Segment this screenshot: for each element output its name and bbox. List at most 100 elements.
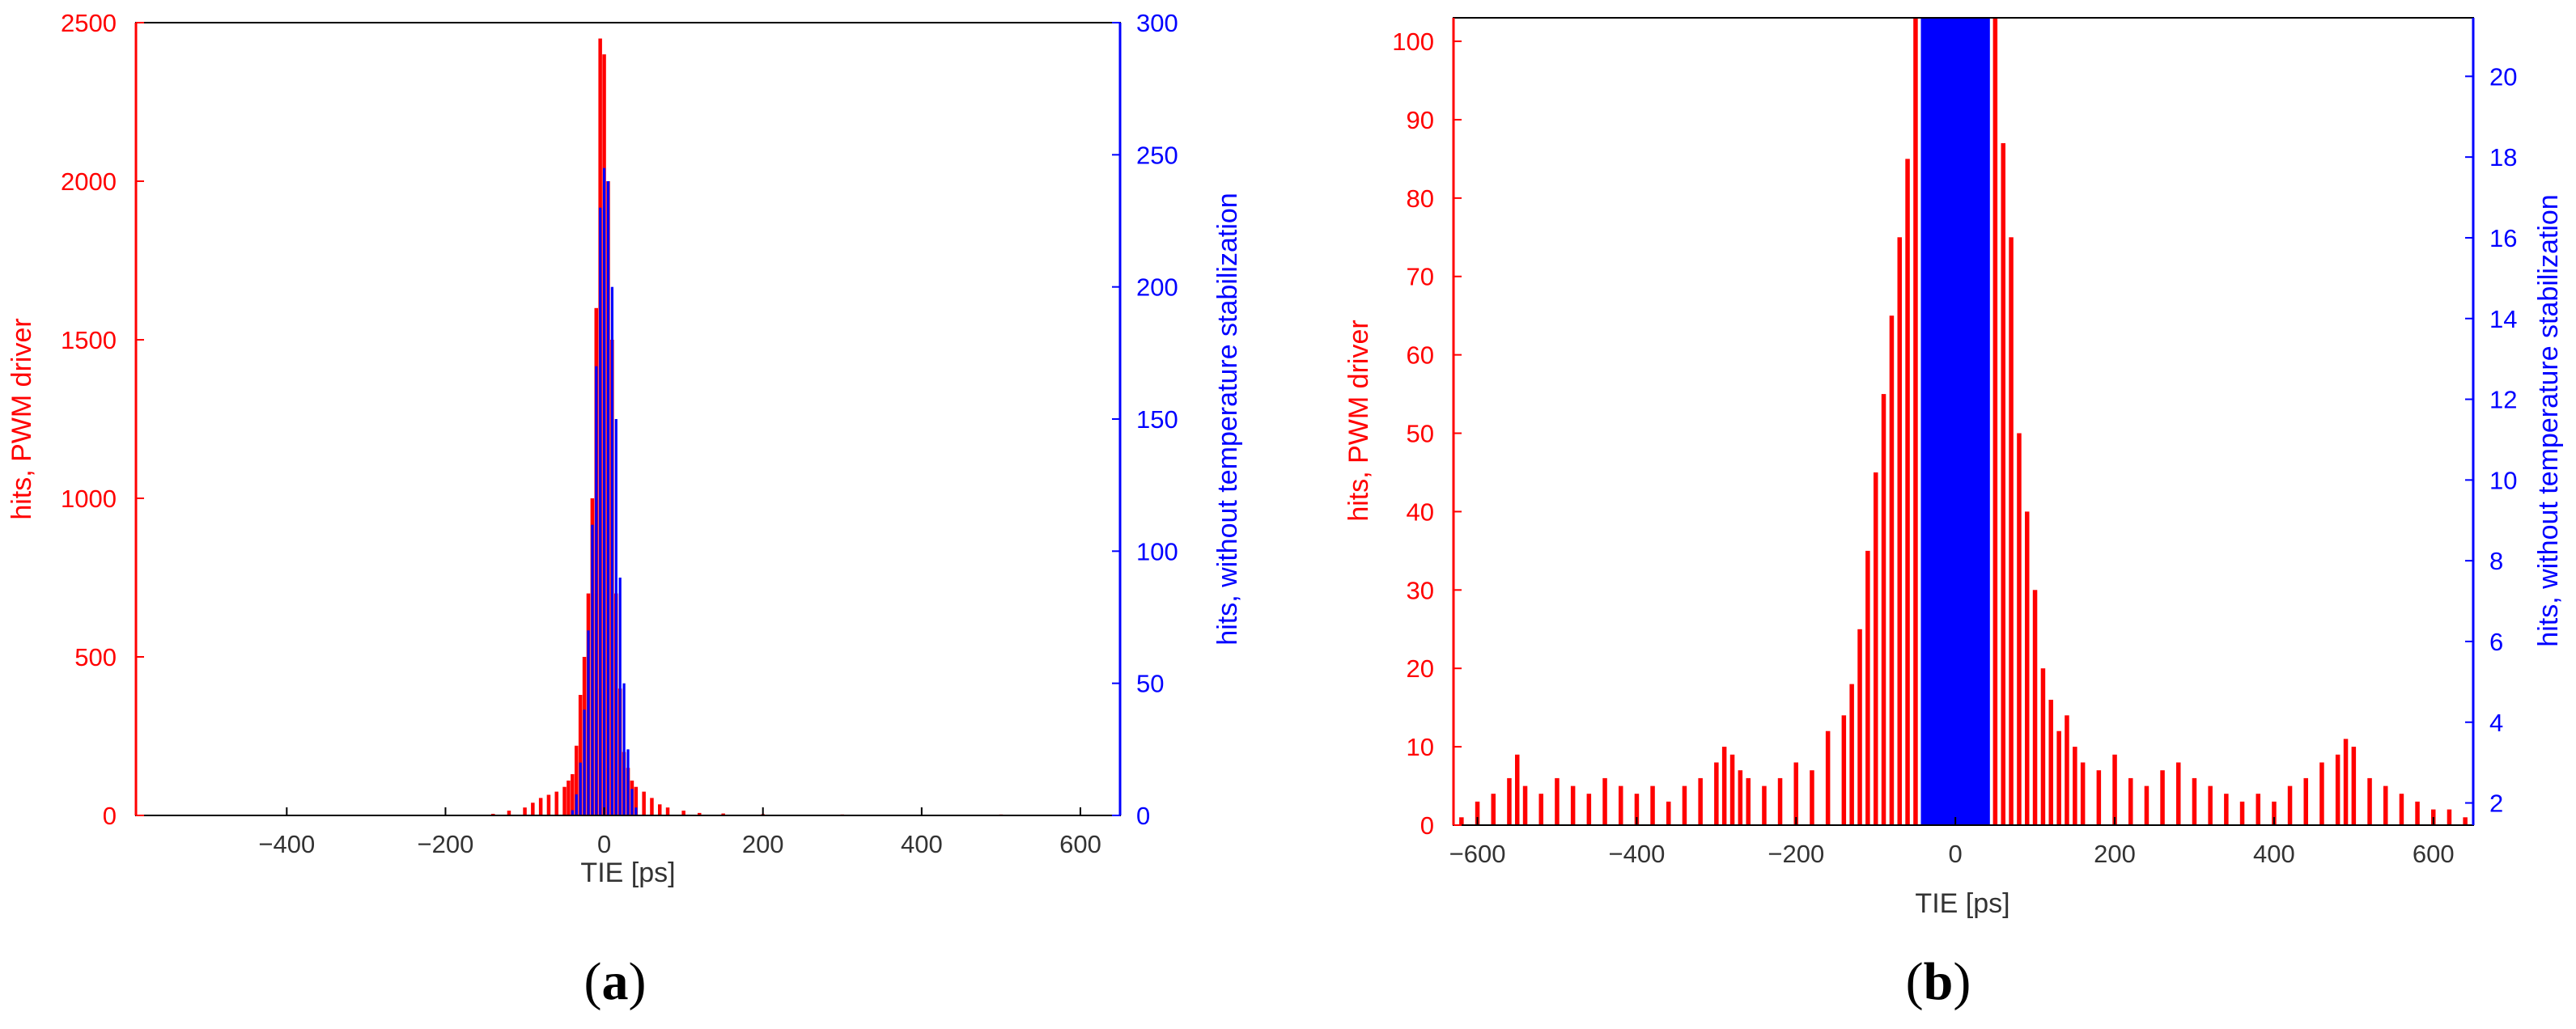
bar-pwm-driver [2287,786,2293,825]
bar-no-temp-stabilization [1941,18,1946,825]
panel-a-x-axis-title: TIE [ps] [580,858,675,888]
bar-no-temp-stabilization [622,683,626,815]
bar-pwm-driver [2128,777,2133,825]
left-y-tick-label: 80 [1407,184,1434,213]
bar-pwm-driver [2040,668,2046,825]
bar-pwm-driver [1889,315,1895,825]
bar-pwm-driver [2017,433,2022,825]
left-y-tick-label: 60 [1407,341,1434,370]
panel-a-x-ticks: −400 −200 0 200 400 600 [258,807,1101,858]
bar-pwm-driver [642,791,646,815]
x-tick-label: 600 [2413,840,2455,868]
bar-no-temp-stabilization [583,709,586,815]
bar-no-temp-stabilization [1968,18,1975,825]
panel-b-x-ticks: −600 −400 −200 0 200 400 600 [1449,817,2455,868]
bar-pwm-driver [578,695,583,815]
bar-pwm-driver [2447,809,2452,825]
x-tick-label: −400 [1608,840,1665,868]
bar-pwm-driver [1586,794,1592,825]
right-y-tick-label: 50 [1136,670,1164,698]
bar-pwm-driver [2399,794,2404,825]
left-y-tick-label: 0 [103,802,117,830]
bar-no-temp-stabilization [571,810,574,815]
left-y-tick-label: 30 [1407,576,1434,604]
bar-pwm-driver [523,807,527,815]
bar-pwm-driver [2335,754,2340,825]
x-tick-label: 200 [2094,840,2136,868]
right-y-tick-label: 200 [1136,273,1178,302]
bar-pwm-driver [2009,237,2014,825]
left-y-tick-label: 90 [1407,106,1434,134]
right-y-tick-label: 100 [1136,537,1178,565]
bar-pwm-driver [1459,817,1464,825]
bar-pwm-driver [2112,754,2117,825]
bar-pwm-driver [650,798,654,815]
bar-pwm-driver [562,786,567,815]
panel-b-left-y-axis-title: hits, PWM driver [1343,320,1374,521]
left-y-tick-label: 1000 [61,485,117,513]
bar-pwm-driver [2415,801,2420,825]
bar-pwm-driver [1522,786,1528,825]
bar-no-temp-stabilization [1920,18,1926,825]
bar-no-temp-stabilization [610,286,613,815]
bar-pwm-driver [1507,777,1512,825]
bar-no-temp-stabilization [1929,18,1934,825]
bar-pwm-driver [1849,684,1854,825]
panel-a-left-y-ticks: 0 500 1000 1500 2000 2500 [61,9,144,830]
right-y-tick-label: 300 [1136,9,1178,37]
bar-pwm-driver [2025,511,2030,825]
bar-pwm-driver [2192,777,2197,825]
bar-no-temp-stabilization [1949,18,1954,825]
bar-pwm-driver [1698,777,1703,825]
bar-no-temp-stabilization [599,207,602,815]
panel-a-label: (a) [584,952,647,1011]
bar-no-temp-stabilization [595,366,598,815]
bar-pwm-driver [1897,237,1902,825]
bar-no-temp-stabilization [1980,18,1986,825]
bar-pwm-driver [571,774,575,815]
bar-pwm-driver [507,811,511,815]
bar-no-temp-stabilization [606,181,610,815]
bar-pwm-driver [2001,143,2005,825]
bar-pwm-driver [2463,817,2468,825]
bar-pwm-driver [1905,159,1910,825]
right-y-tick-label: 0 [1136,802,1150,830]
bar-no-temp-stabilization [1984,18,1990,825]
left-y-tick-label: 10 [1407,733,1434,761]
right-y-tick-label: 250 [1136,141,1178,169]
bar-pwm-driver [2351,747,2357,825]
right-y-tick-label: 6 [2489,628,2503,656]
right-y-tick-label: 18 [2489,143,2517,172]
bar-pwm-driver [1810,770,1814,825]
bar-pwm-driver [1721,747,1727,825]
bar-pwm-driver [2096,770,2102,825]
bar-pwm-driver [2343,739,2349,825]
bar-pwm-driver [1874,472,1878,825]
bar-pwm-driver [2032,590,2038,825]
bar-pwm-driver [1682,786,1687,825]
panel-a-bars [491,38,1004,816]
bar-pwm-driver [1992,18,1998,825]
bar-no-temp-stabilization [614,419,617,815]
left-y-tick-label: 500 [74,643,117,671]
left-y-tick-label: 40 [1407,498,1434,526]
bar-pwm-driver [658,804,662,815]
bar-pwm-driver [634,786,639,815]
bar-pwm-driver [567,780,571,815]
bar-pwm-driver [2080,762,2086,825]
bar-pwm-driver [1602,777,1607,825]
bar-pwm-driver [1555,777,1560,825]
x-tick-label: 600 [1059,830,1101,858]
bar-no-temp-stabilization [1960,18,1967,825]
bar-pwm-driver [1729,754,1735,825]
bar-no-temp-stabilization [603,167,606,815]
bar-pwm-driver [2383,786,2388,825]
bar-pwm-driver [2073,747,2077,825]
bar-no-temp-stabilization [1925,18,1930,825]
bar-pwm-driver [1650,786,1655,825]
bar-pwm-driver [1841,715,1847,825]
bar-pwm-driver [1777,777,1783,825]
bar-no-temp-stabilization [587,630,590,815]
panel-b-right-y-axis-title: hits, without temperature stabilization [2533,194,2564,646]
x-tick-label: −200 [1768,840,1824,868]
